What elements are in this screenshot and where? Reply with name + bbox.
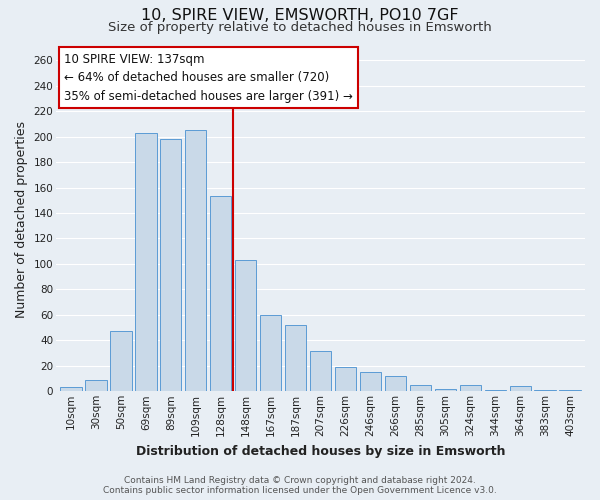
Text: 10, SPIRE VIEW, EMSWORTH, PO10 7GF: 10, SPIRE VIEW, EMSWORTH, PO10 7GF [141,8,459,22]
Bar [434,388,456,392]
Bar [160,139,181,392]
Bar [559,390,581,392]
Text: Size of property relative to detached houses in Emsworth: Size of property relative to detached ho… [108,21,492,34]
Bar [110,332,131,392]
Bar [509,386,531,392]
Bar [485,390,506,392]
Bar [210,196,232,392]
Bar [285,325,306,392]
Bar [85,380,107,392]
Bar [335,367,356,392]
Bar [385,376,406,392]
Bar [410,385,431,392]
Y-axis label: Number of detached properties: Number of detached properties [15,121,28,318]
Bar [535,390,556,392]
Bar [61,388,82,392]
Bar [185,130,206,392]
Bar [460,385,481,392]
X-axis label: Distribution of detached houses by size in Emsworth: Distribution of detached houses by size … [136,444,505,458]
Bar [135,133,157,392]
Text: 10 SPIRE VIEW: 137sqm
← 64% of detached houses are smaller (720)
35% of semi-det: 10 SPIRE VIEW: 137sqm ← 64% of detached … [64,52,353,102]
Text: Contains public sector information licensed under the Open Government Licence v3: Contains public sector information licen… [103,486,497,495]
Bar [260,315,281,392]
Text: Contains HM Land Registry data © Crown copyright and database right 2024.: Contains HM Land Registry data © Crown c… [124,476,476,485]
Bar [310,350,331,392]
Bar [235,260,256,392]
Bar [360,372,381,392]
